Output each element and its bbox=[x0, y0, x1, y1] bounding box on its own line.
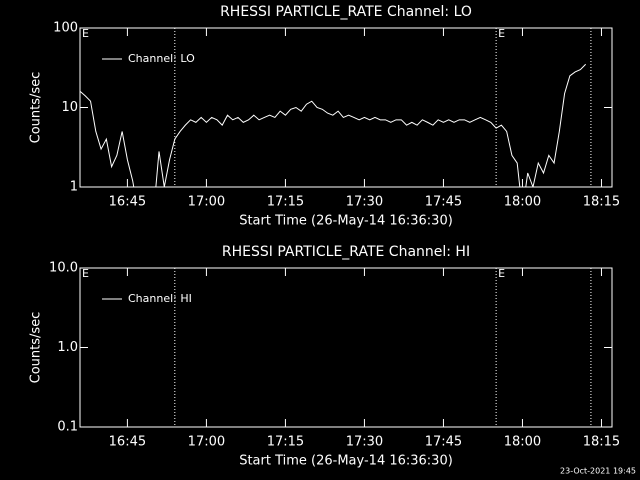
annotation: E bbox=[498, 267, 505, 280]
y-axis-label: Counts/sec bbox=[29, 312, 44, 384]
y-axis-label: Counts/sec bbox=[29, 72, 44, 144]
legend-label: Channel: LO bbox=[128, 52, 195, 65]
x-tick-label: 17:15 bbox=[267, 435, 304, 450]
y-tick-label: 0.1 bbox=[57, 420, 78, 435]
x-tick-label: 17:30 bbox=[346, 435, 383, 450]
y-tick-label: 10 bbox=[61, 100, 78, 115]
y-tick-label: 10.0 bbox=[49, 261, 78, 276]
x-tick-label: 18:00 bbox=[504, 435, 541, 450]
x-axis-label: Start Time (26-May-14 16:36:30) bbox=[239, 214, 453, 229]
panel: RHESSI PARTICLE_RATE Channel: HI Counts/s… bbox=[29, 244, 621, 469]
x-tick-label: 18:15 bbox=[583, 435, 620, 450]
x-tick-label: 17:00 bbox=[188, 195, 225, 210]
x-tick-label: 18:15 bbox=[583, 195, 620, 210]
y-tick-label: 1 bbox=[70, 180, 78, 195]
x-axis-label: Start Time (26-May-14 16:36:30) bbox=[239, 454, 453, 469]
x-tick-label: 17:45 bbox=[425, 435, 462, 450]
x-tick-label: 17:00 bbox=[188, 435, 225, 450]
x-tick-label: 16:45 bbox=[109, 435, 146, 450]
x-tick-label: 17:15 bbox=[267, 195, 304, 210]
x-tick-label: 18:00 bbox=[504, 195, 541, 210]
panel: RHESSI PARTICLE_RATE Channel: LO Counts/s… bbox=[29, 4, 621, 229]
annotation: E bbox=[498, 27, 505, 40]
chart-title: RHESSI PARTICLE_RATE Channel: LO bbox=[220, 4, 472, 20]
chart-title: RHESSI PARTICLE_RATE Channel: HI bbox=[222, 244, 470, 260]
legend-label: Channel: HI bbox=[128, 292, 192, 305]
x-tick-label: 17:30 bbox=[346, 195, 383, 210]
annotation: E bbox=[82, 267, 89, 280]
data-line bbox=[80, 63, 587, 187]
y-tick-label: 1.0 bbox=[57, 340, 78, 355]
x-tick-label: 17:45 bbox=[425, 195, 462, 210]
x-tick-label: 16:45 bbox=[109, 195, 146, 210]
y-tick-label: 100 bbox=[53, 21, 78, 36]
timestamp: 23-Oct-2021 19:45 bbox=[560, 467, 636, 476]
annotation: E bbox=[82, 27, 89, 40]
